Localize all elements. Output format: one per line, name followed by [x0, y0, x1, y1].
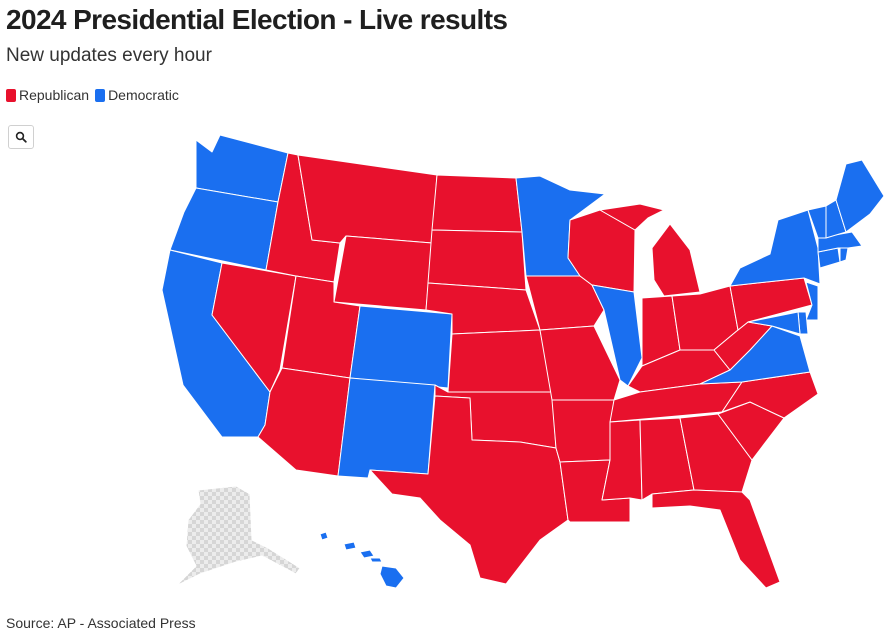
legend-swatch-republican	[6, 88, 16, 102]
state-georgia[interactable]	[679, 413, 753, 493]
legend-item-democratic[interactable]: Democratic	[95, 87, 179, 103]
state-maine[interactable]	[835, 159, 885, 233]
zoom-button[interactable]	[8, 125, 34, 149]
state-oregon[interactable]	[169, 187, 279, 271]
state-new-jersey[interactable]	[805, 281, 819, 321]
legend-label-democratic: Democratic	[108, 87, 179, 103]
page-subtitle: New updates every hour	[6, 45, 212, 66]
state-alaska[interactable]	[175, 485, 301, 587]
state-colorado[interactable]	[349, 305, 453, 389]
state-arkansas[interactable]	[551, 399, 615, 463]
state-michigan[interactable]	[599, 203, 701, 297]
state-wyoming[interactable]	[333, 235, 433, 311]
legend: Republican Democratic	[6, 87, 185, 103]
state-maryland[interactable]	[747, 311, 801, 335]
state-rhode-island[interactable]	[839, 247, 849, 263]
state-missouri[interactable]	[539, 325, 621, 401]
state-north-dakota[interactable]	[431, 174, 523, 233]
page-title: 2024 Presidential Election - Live result…	[6, 4, 508, 35]
state-new-york[interactable]	[729, 209, 821, 287]
state-new-mexico[interactable]	[337, 377, 436, 479]
state-texas[interactable]	[369, 395, 569, 585]
state-hawaii[interactable]	[319, 531, 405, 589]
legend-label-republican: Republican	[19, 87, 90, 103]
state-south-dakota[interactable]	[427, 229, 527, 291]
legend-item-republican[interactable]: Republican	[6, 87, 89, 103]
search-icon	[15, 131, 27, 143]
state-kansas[interactable]	[447, 329, 553, 393]
legend-swatch-democratic	[95, 88, 106, 102]
source-note: Source: AP - Associated Press	[6, 615, 196, 631]
state-florida[interactable]	[651, 489, 781, 589]
state-montana[interactable]	[297, 154, 438, 244]
